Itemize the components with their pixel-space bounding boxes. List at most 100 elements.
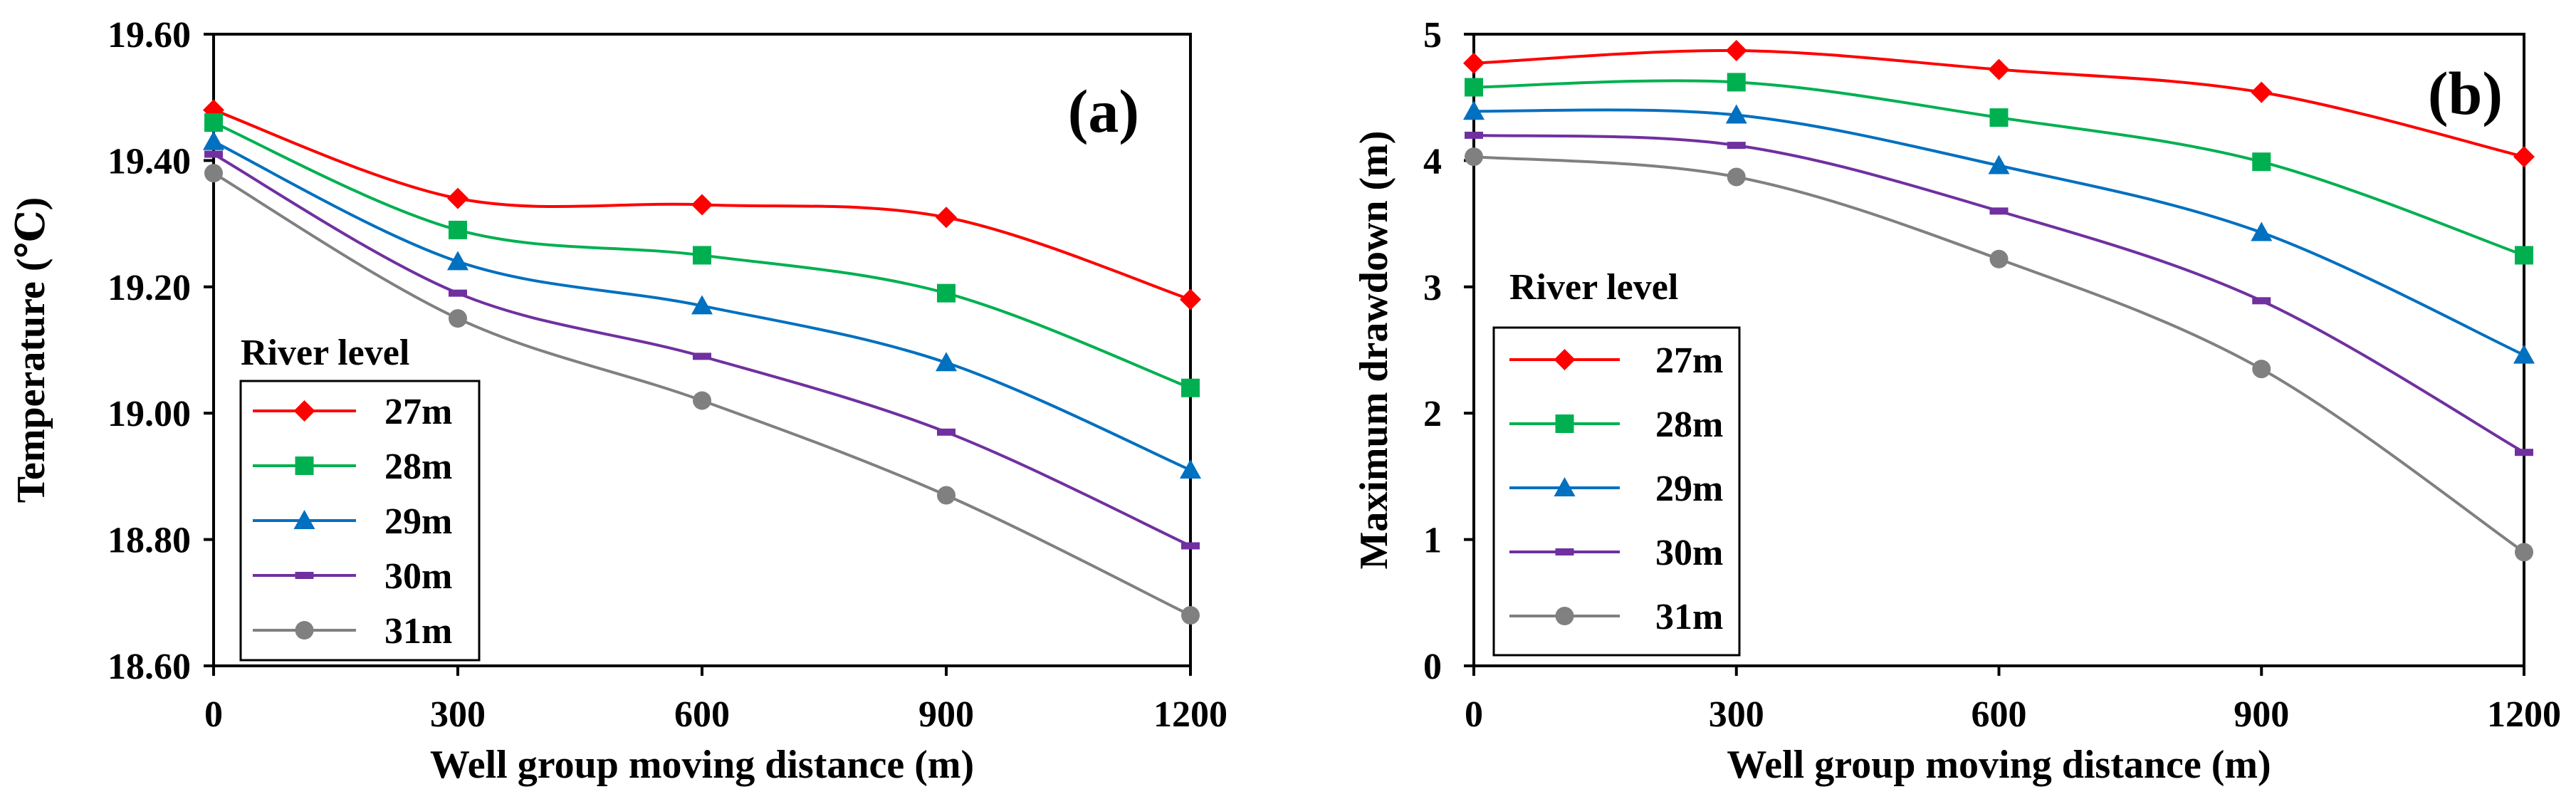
y-tick-label: 19.00	[108, 394, 191, 434]
data-point	[2515, 246, 2533, 265]
x-tick-label: 300	[430, 694, 486, 735]
data-point	[1465, 147, 1483, 167]
legend-label: 30m	[1655, 533, 1723, 573]
data-point	[447, 251, 468, 271]
y-tick-label: 4	[1423, 141, 1442, 182]
legend-item: 27m	[1509, 340, 1723, 381]
legend-item: 28m	[253, 447, 452, 487]
legend: River level 27m 28m 29m 30m 31m	[239, 333, 481, 662]
series-29m	[1463, 100, 2535, 364]
data-point	[2252, 297, 2271, 305]
data-point	[1727, 73, 1746, 92]
series-30m	[204, 150, 1200, 550]
legend-swatch-marker	[1555, 607, 1574, 625]
x-tick-label: 1200	[1153, 694, 1227, 735]
data-point	[693, 391, 711, 410]
data-point	[2515, 449, 2533, 456]
data-point	[2515, 543, 2533, 562]
y-tick-label: 5	[1423, 15, 1442, 56]
legend-swatch-marker	[293, 510, 315, 529]
series-28m	[1465, 73, 2533, 265]
legend-title: River level	[1509, 267, 1678, 308]
legend-label: 29m	[384, 501, 452, 542]
data-point	[936, 207, 957, 229]
x-tick-label: 900	[2234, 694, 2289, 735]
data-point	[1989, 108, 2009, 127]
data-point	[691, 194, 713, 216]
x-tick-label: 600	[674, 694, 730, 735]
legend-label: 27m	[384, 392, 452, 432]
y-tick-label: 18.80	[108, 521, 191, 561]
series-27m	[203, 99, 1201, 310]
data-point	[449, 289, 467, 297]
y-tick-label: 3	[1423, 268, 1442, 308]
data-point	[1465, 131, 1483, 139]
data-point	[204, 150, 223, 158]
legend-item: 31m	[253, 611, 452, 652]
legend-swatch-marker	[1554, 477, 1576, 496]
x-tick-label: 1200	[2487, 694, 2561, 735]
data-point	[937, 283, 955, 303]
series-27m	[1463, 40, 2535, 168]
legend-title: River level	[241, 333, 409, 373]
legend-swatch-marker	[295, 621, 314, 640]
data-point	[1727, 167, 1746, 187]
x-tick-label: 300	[1709, 694, 1764, 735]
data-point	[204, 113, 223, 132]
series-31m	[204, 164, 1200, 625]
data-point	[1725, 104, 1747, 124]
legend-label: 28m	[384, 447, 452, 487]
data-point	[449, 220, 467, 239]
data-point	[2251, 81, 2273, 103]
y-axis-title: Temperature (℃)	[9, 197, 53, 503]
y-tick-label: 19.20	[108, 268, 191, 308]
x-axis-title: Well group moving distance (m)	[430, 743, 974, 787]
data-point	[2513, 344, 2535, 364]
legend-swatch-marker	[1555, 548, 1574, 555]
x-tick-label: 0	[204, 694, 223, 735]
data-point	[1465, 78, 1483, 97]
data-point	[449, 309, 467, 328]
data-point	[1988, 58, 2010, 80]
series-line	[1473, 108, 2525, 357]
y-tick-label: 2	[1423, 394, 1442, 434]
legend-swatch-marker	[295, 456, 314, 475]
chart-panel-b: 0 300 600 900 1200 0 1 2 3 4 5 Well group moving di…	[1352, 15, 2561, 787]
data-point	[2252, 360, 2271, 379]
legend-swatch-marker	[295, 572, 314, 579]
data-point	[693, 353, 711, 360]
data-point	[1180, 459, 1201, 479]
legend: River level 27m 28m 29m 30m 31m	[1492, 267, 1741, 657]
data-point	[2251, 221, 2273, 241]
legend-swatch-marker	[293, 400, 315, 422]
x-tick-label: 900	[918, 694, 974, 735]
legend-swatch-marker	[1555, 414, 1574, 433]
legend-label: 28m	[1655, 404, 1723, 445]
y-tick-label: 18.60	[108, 647, 191, 687]
data-point	[693, 246, 711, 265]
series-28m	[204, 113, 1200, 397]
legend-label: 30m	[384, 556, 452, 597]
legend-item: 29m	[253, 501, 452, 542]
data-point	[691, 295, 713, 315]
panel-label: (b)	[2428, 59, 2503, 127]
y-tick-label: 0	[1423, 647, 1442, 687]
data-point	[1180, 288, 1201, 310]
data-point	[1727, 142, 1746, 150]
y-tick-label: 19.40	[108, 141, 191, 182]
legend-label: 31m	[384, 611, 452, 652]
series-29m	[203, 130, 1201, 479]
data-point	[203, 130, 224, 150]
series-31m	[1465, 147, 2533, 562]
data-point	[1989, 249, 2009, 268]
legend-swatch-marker	[1554, 349, 1576, 370]
legend-item: 30m	[1509, 533, 1723, 573]
panel-label: (a)	[1068, 77, 1139, 145]
legend-label: 27m	[1655, 340, 1723, 381]
data-point	[1181, 542, 1200, 550]
data-point	[204, 164, 223, 183]
x-tick-label: 0	[1465, 694, 1483, 735]
legend-item: 31m	[1509, 597, 1723, 637]
x-tick-label: 600	[1972, 694, 2027, 735]
